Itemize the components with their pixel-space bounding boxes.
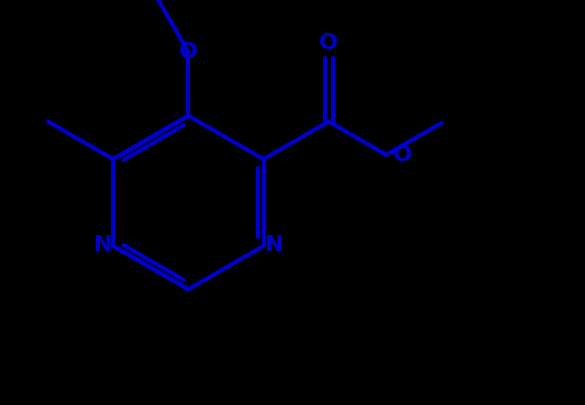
Text: O: O [393, 145, 412, 165]
Text: N: N [94, 235, 112, 255]
Text: O: O [319, 33, 338, 53]
Text: N: N [264, 235, 283, 255]
Text: O: O [179, 42, 198, 62]
